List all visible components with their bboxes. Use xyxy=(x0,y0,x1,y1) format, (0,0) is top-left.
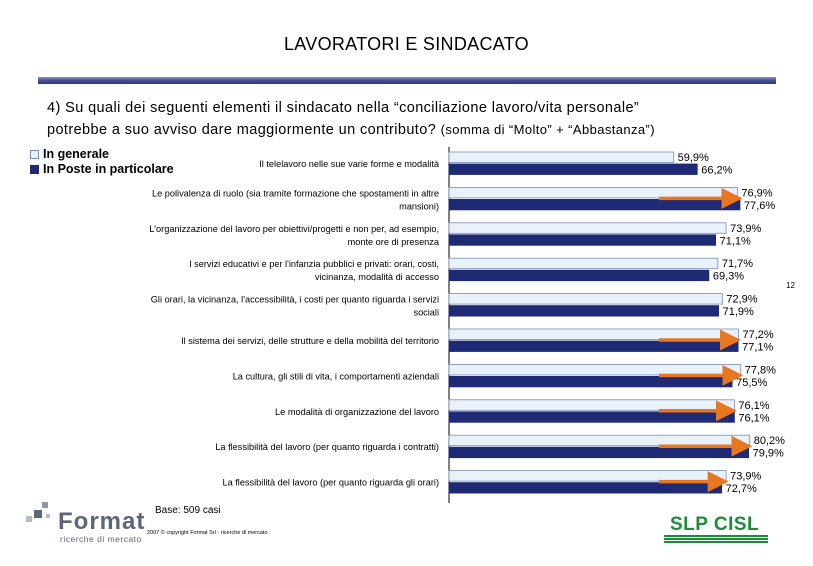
page-title: LAVORATORI E SINDACATO xyxy=(284,34,529,54)
data-label-series-b: 71,1% xyxy=(720,235,751,247)
format-logo: Format ricerche di mercato xyxy=(20,488,150,544)
category-label: Le polivalenza di ruolo (sia tramite for… xyxy=(152,188,439,198)
bar-series-a xyxy=(448,363,742,376)
data-label-series-b: 77,6% xyxy=(744,200,775,212)
data-label-series-a: 72,9% xyxy=(726,294,757,306)
chart-legend: In generale In Poste in particolare xyxy=(30,147,174,177)
bar-series-b xyxy=(448,163,698,175)
legend-label-series-a: In generale xyxy=(43,147,109,161)
bar-series-a xyxy=(448,470,727,482)
data-label-series-a: 80,2% xyxy=(754,435,785,447)
bar-series-a xyxy=(448,222,727,234)
bar-series-b xyxy=(448,446,750,459)
bar-series-a xyxy=(448,399,735,411)
data-label-series-b: 75,5% xyxy=(736,377,767,389)
category-label: Il telelavoro nelle sue varie forme e mo… xyxy=(259,159,440,169)
data-label-series-b: 69,3% xyxy=(713,271,744,283)
question-text: 4) Su quali dei seguenti elementi il sin… xyxy=(47,98,787,141)
question-note: (somma di “Molto” + “Abbastanza”) xyxy=(440,122,656,137)
bar-series-b xyxy=(448,305,720,317)
format-logo-sub: ricerche di mercato xyxy=(60,534,142,544)
data-label-series-a: 59,9% xyxy=(678,152,709,164)
data-label-series-a: 73,9% xyxy=(730,223,761,235)
bar-series-b xyxy=(448,411,735,423)
bar-series-b xyxy=(448,482,723,494)
category-label: mansioni) xyxy=(399,201,439,211)
data-label-series-a: 77,8% xyxy=(745,364,776,376)
bar-series-a xyxy=(448,293,723,305)
legend-item-series-a: In generale xyxy=(30,147,174,162)
category-label: vicinanza, modalità di accesso xyxy=(315,272,439,282)
question-line-1: 4) Su quali dei seguenti elementi il sin… xyxy=(47,100,640,116)
data-label-series-a: 76,1% xyxy=(738,400,769,412)
data-label-series-b: 66,2% xyxy=(701,165,732,177)
title-divider xyxy=(38,77,776,84)
category-label: Le modalità di organizzazione del lavoro xyxy=(275,407,439,417)
bar-series-b xyxy=(448,375,733,388)
legend-swatch-series-a xyxy=(30,150,39,159)
data-label-series-b: 76,1% xyxy=(738,412,769,424)
category-label: monte ore di presenza xyxy=(348,237,440,247)
question-line-2-main: potrebbe a suo avviso dare maggiormente … xyxy=(47,122,437,138)
category-label: Gli orari, la vicinanza, l'accessibilità… xyxy=(151,295,439,305)
format-logo-mark-icon xyxy=(26,502,50,522)
bar-series-b xyxy=(448,198,741,211)
category-label: sociali xyxy=(413,308,439,318)
data-label-series-a: 71,7% xyxy=(722,258,753,270)
legend-swatch-series-b xyxy=(30,165,39,174)
category-label: I servizi educativi e per l'infanzia pub… xyxy=(189,259,439,269)
slp-cisl-logo-word: SLP CISL xyxy=(670,514,760,535)
bar-series-b xyxy=(448,269,710,282)
question-line-2: potrebbe a suo avviso dare maggiormente … xyxy=(47,119,787,141)
bar-series-a xyxy=(448,434,751,447)
slp-cisl-logo-stripes-icon xyxy=(664,535,768,546)
bar-series-a xyxy=(448,328,739,340)
copyright-notice: 2007 © copyright Format Srl - ricerche d… xyxy=(147,530,268,536)
bar-series-b xyxy=(448,234,717,246)
legend-label-series-b: In Poste in particolare xyxy=(43,162,174,176)
category-label: La cultura, gli stili di vita, i comport… xyxy=(233,371,439,381)
page-number: 12 xyxy=(786,281,795,290)
data-label-series-a: 73,9% xyxy=(730,471,761,483)
sample-base: Base: 509 casi xyxy=(155,505,221,516)
bar-series-a xyxy=(448,257,719,270)
data-label-series-a: 77,2% xyxy=(743,329,774,341)
bar-series-b xyxy=(448,340,739,352)
data-label-series-b: 71,9% xyxy=(723,306,754,318)
data-label-series-b: 72,7% xyxy=(726,483,757,495)
bar-series-a xyxy=(448,151,675,163)
category-label: La flessibilità del lavoro (per quanto r… xyxy=(222,478,439,488)
data-label-series-b: 77,1% xyxy=(742,342,773,354)
format-logo-word: Format xyxy=(58,508,146,535)
bar-series-a xyxy=(448,186,738,199)
data-label-series-a: 76,9% xyxy=(741,187,772,199)
data-label-series-b: 79,9% xyxy=(753,448,784,460)
legend-item-series-b: In Poste in particolare xyxy=(30,162,174,177)
category-label: Il sistema dei servizi, delle strutture … xyxy=(181,336,439,346)
category-label: La flessibilità del lavoro (per quanto r… xyxy=(215,442,439,452)
slp-cisl-logo: SLP CISL xyxy=(664,510,768,546)
category-label: L'organizzazione del lavoro per obiettiv… xyxy=(149,224,439,234)
